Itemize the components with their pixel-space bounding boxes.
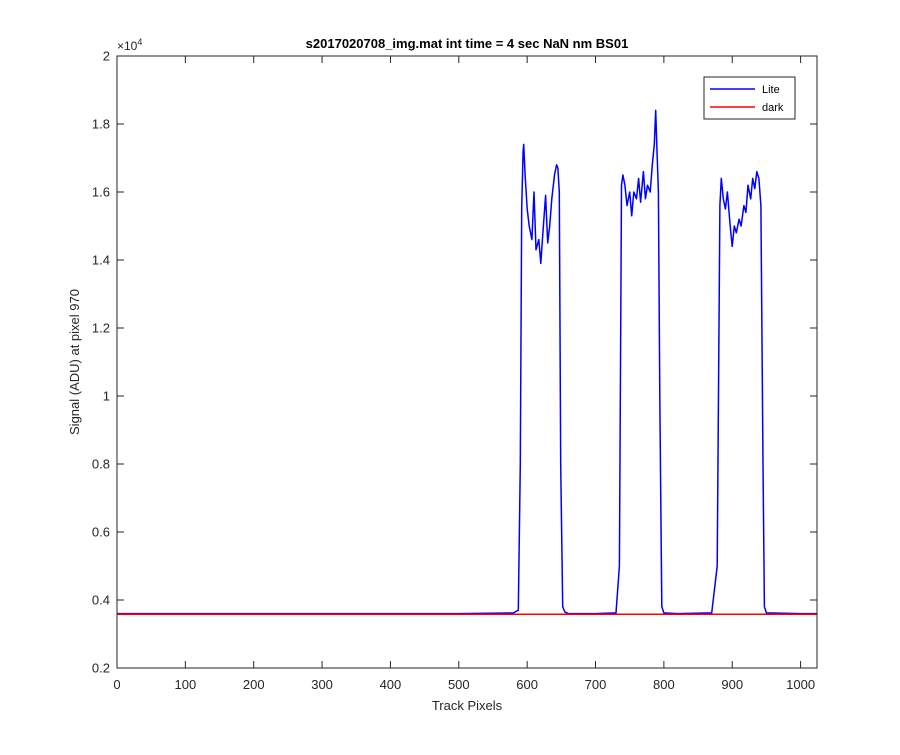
y-tick-label: 0.2 xyxy=(92,661,110,676)
y-tick-label: 0.8 xyxy=(92,457,110,472)
y-tick-label: 1.8 xyxy=(92,117,110,132)
x-axis-label: Track Pixels xyxy=(432,698,503,713)
y-tick-label: 1.4 xyxy=(92,253,110,268)
x-tick-label: 500 xyxy=(448,677,470,692)
x-tick-label: 800 xyxy=(653,677,675,692)
plot-area-background xyxy=(117,56,817,668)
x-axis-ticks: 0 100 200 300 400 500 600 700 800 900 1000 xyxy=(113,56,815,692)
legend-label-dark: dark xyxy=(762,102,784,114)
x-tick-label: 700 xyxy=(585,677,607,692)
x-tick-label: 400 xyxy=(380,677,402,692)
y-axis-exponent: ×104 xyxy=(117,37,142,53)
x-tick-label: 900 xyxy=(721,677,743,692)
chart-title: s2017020708_img.mat int time = 4 sec NaN… xyxy=(306,36,629,51)
legend: Lite dark xyxy=(703,76,796,120)
series-layer xyxy=(117,109,817,616)
x-tick-label: 0 xyxy=(113,677,120,692)
x-tick-label: 200 xyxy=(243,677,265,692)
x-tick-label: 100 xyxy=(175,677,197,692)
y-axis-label: Signal (ADU) at pixel 970 xyxy=(67,289,82,435)
x-tick-label: 300 xyxy=(311,677,333,692)
legend-label-lite: Lite xyxy=(762,84,780,96)
plot-area-frame xyxy=(116,55,818,669)
y-axis-ticks: 0.2 0.4 0.6 0.8 1 1.2 1.4 1.6 1.8 2 xyxy=(92,49,817,676)
x-tick-label: 1000 xyxy=(786,677,815,692)
y-tick-label: 1 xyxy=(103,389,110,404)
legend-box xyxy=(703,76,796,120)
y-tick-label: 1.2 xyxy=(92,321,110,336)
y-tick-label: 0.6 xyxy=(92,525,110,540)
y-tick-label: 0.4 xyxy=(92,593,110,608)
y-tick-label: 1.6 xyxy=(92,185,110,200)
series-line-lite xyxy=(117,109,817,615)
y-tick-label: 2 xyxy=(103,49,110,64)
x-tick-label: 600 xyxy=(516,677,538,692)
